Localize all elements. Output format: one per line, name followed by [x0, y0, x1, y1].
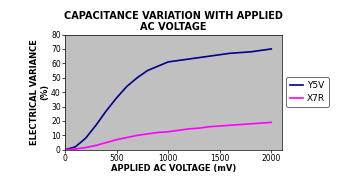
Y-axis label: ELECTRICAL VARIANCE
(%): ELECTRICAL VARIANCE (%): [30, 39, 50, 145]
Title: CAPACITANCE VARIATION WITH APPLIED
AC VOLTAGE: CAPACITANCE VARIATION WITH APPLIED AC VO…: [64, 11, 283, 32]
Legend: Y5V, X7R: Y5V, X7R: [286, 77, 329, 107]
X-axis label: APPLIED AC VOLTAGE (mV): APPLIED AC VOLTAGE (mV): [111, 164, 236, 173]
